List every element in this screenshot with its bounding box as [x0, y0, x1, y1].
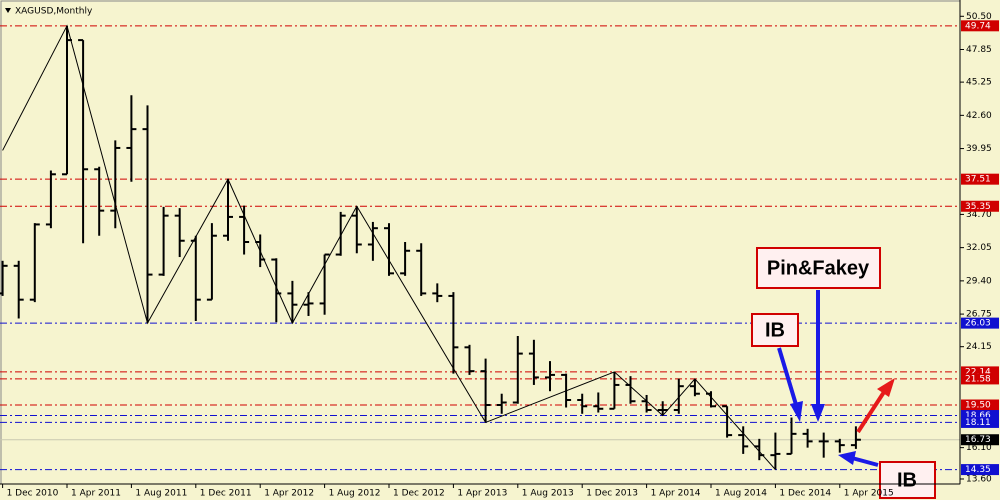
- y-tick-label: 26.75: [966, 310, 992, 320]
- arrow: [856, 390, 886, 434]
- y-tick-label: 50.50: [966, 12, 992, 22]
- level-label: 18.66: [965, 411, 991, 421]
- level-label: 19.50: [965, 401, 991, 411]
- x-tick-label: 1 Aug 2014: [715, 489, 767, 499]
- x-tick-label: 1 Dec 2013: [586, 489, 638, 499]
- y-tick-label: 42.60: [966, 111, 992, 121]
- y-tick-label: 16.10: [966, 443, 992, 453]
- level-label: 18.11: [965, 418, 991, 428]
- x-tick-label: 1 Dec 2014: [779, 489, 831, 499]
- y-tick-label: 24.15: [966, 342, 992, 352]
- annotation-box: [879, 461, 936, 499]
- annotation-text: IB: [897, 469, 917, 491]
- level-label-box: [961, 464, 999, 476]
- x-tick-label: 1 Dec 2011: [200, 489, 252, 499]
- level-label-box: [961, 399, 999, 411]
- annotation: IB: [751, 313, 803, 422]
- annotation-text: Pin&Fakey: [767, 257, 870, 279]
- annotation-box: [756, 247, 881, 289]
- x-tick-label: 1 Apr 2014: [651, 489, 701, 499]
- level-label-box: [961, 366, 999, 378]
- x-tick-label: 1 Apr 2015: [844, 489, 894, 499]
- level-label: 37.51: [965, 175, 991, 185]
- annotation: Pin&Fakey: [756, 247, 881, 422]
- level-label: 14.35: [965, 465, 991, 475]
- arrow: [851, 456, 879, 467]
- annotation: [856, 378, 895, 434]
- level-label-box: [961, 173, 999, 185]
- y-tick-label: 34.70: [966, 210, 992, 220]
- x-tick-label: 1 Aug 2012: [329, 489, 381, 499]
- level-label: 35.35: [965, 202, 991, 212]
- arrow-head: [790, 401, 803, 422]
- price-label-box: [961, 434, 999, 446]
- level-label-box: [961, 200, 999, 212]
- x-tick-label: 1 Apr 2011: [71, 489, 121, 499]
- x-tick-label: 1 Apr 2013: [457, 489, 507, 499]
- level-label-box: [961, 410, 999, 422]
- y-tick-label: 13.60: [966, 474, 992, 484]
- level-label: 22.14: [965, 367, 991, 377]
- y-tick-label: 39.95: [966, 144, 992, 154]
- level-label: 26.03: [965, 319, 991, 329]
- chart-title: XAGUSD,Monthly: [15, 7, 93, 17]
- y-tick-label: 32.05: [966, 243, 992, 253]
- zigzag-line: [2, 24, 776, 470]
- arrow-head: [838, 451, 856, 465]
- level-label-box: [961, 416, 999, 428]
- x-tick-label: 1 Aug 2013: [522, 489, 574, 499]
- level-label: 49.74: [965, 21, 991, 31]
- y-tick-label: 45.25: [966, 78, 992, 88]
- x-tick-label: 1 Apr 2012: [264, 489, 314, 499]
- level-label-box: [961, 317, 999, 329]
- arrow: [777, 347, 799, 409]
- annotation: IB: [838, 451, 936, 499]
- x-tick-label: 1 Dec 2010: [7, 489, 59, 499]
- arrow-head: [811, 404, 825, 422]
- y-tick-label: 29.40: [966, 276, 992, 286]
- arrow-head: [877, 378, 895, 397]
- price-label: 16.73: [965, 435, 991, 445]
- y-tick-label: 47.85: [966, 45, 992, 55]
- x-tick-label: 1 Aug 2011: [135, 489, 187, 499]
- level-label-box: [961, 373, 999, 385]
- level-label-box: [961, 20, 999, 32]
- level-label: 21.58: [965, 374, 991, 384]
- title-icon: [5, 8, 11, 13]
- annotation-text: IB: [765, 319, 785, 341]
- x-tick-label: 1 Dec 2012: [393, 489, 445, 499]
- annotation-box: [751, 313, 799, 347]
